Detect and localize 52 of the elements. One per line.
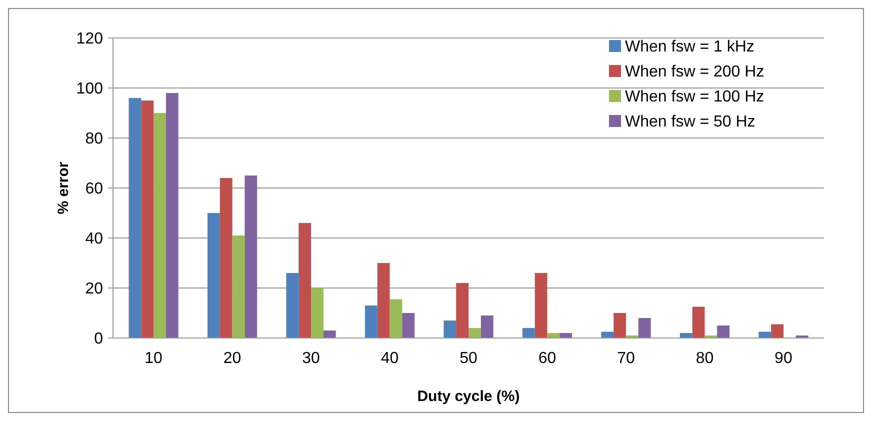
y-tick-label: 100 <box>76 80 104 98</box>
y-tick-label: 60 <box>85 180 104 198</box>
x-tick-label: 80 <box>696 350 714 367</box>
legend-label: When fsw = 100 Hz <box>625 88 764 106</box>
y-tick-label: 120 <box>76 30 104 48</box>
bar <box>377 263 390 338</box>
bar <box>717 326 730 338</box>
legend-label: When fsw = 200 Hz <box>625 64 764 81</box>
bar <box>692 306 705 338</box>
bar <box>534 273 548 338</box>
legend-label: When fsw = 1 kHz <box>625 38 754 56</box>
bar <box>614 313 626 338</box>
y-tick-label: 40 <box>85 230 104 248</box>
bar <box>522 328 535 338</box>
bar <box>364 306 378 338</box>
bar <box>141 100 154 338</box>
bar <box>444 320 456 338</box>
bar <box>638 318 651 338</box>
bar <box>456 283 468 338</box>
bar <box>323 330 336 338</box>
y-tick-label: 0 <box>94 330 104 348</box>
y-tick-label: 20 <box>85 280 104 298</box>
x-tick-label: 10 <box>144 350 163 367</box>
bar <box>166 93 178 338</box>
bar <box>207 213 220 338</box>
bar <box>311 288 324 338</box>
bar <box>390 299 402 338</box>
bar <box>547 333 560 338</box>
x-tick-label: 20 <box>223 350 242 367</box>
x-tick-label: 30 <box>302 350 320 367</box>
bar <box>480 316 494 338</box>
bar <box>771 324 784 338</box>
bar <box>680 333 692 338</box>
bar <box>402 313 415 338</box>
x-tick-label: 60 <box>538 350 556 367</box>
bar <box>298 223 312 338</box>
bar <box>286 273 299 338</box>
x-tick-label: 50 <box>460 350 478 367</box>
bar <box>468 328 481 338</box>
x-tick-label: 90 <box>774 350 792 367</box>
x-tick-label: 40 <box>380 350 399 367</box>
legend-label: When fsw = 50 Hz <box>625 114 756 131</box>
bar <box>560 333 572 338</box>
y-tick-label: 80 <box>85 130 104 148</box>
bar <box>220 178 232 338</box>
bar <box>232 236 245 338</box>
x-tick-label: 70 <box>617 350 635 367</box>
bar <box>154 113 166 338</box>
y-axis-title: % error <box>55 162 72 214</box>
bar <box>244 176 258 338</box>
x-axis-title: Duty cycle (%) <box>417 388 520 405</box>
bar <box>128 98 142 338</box>
